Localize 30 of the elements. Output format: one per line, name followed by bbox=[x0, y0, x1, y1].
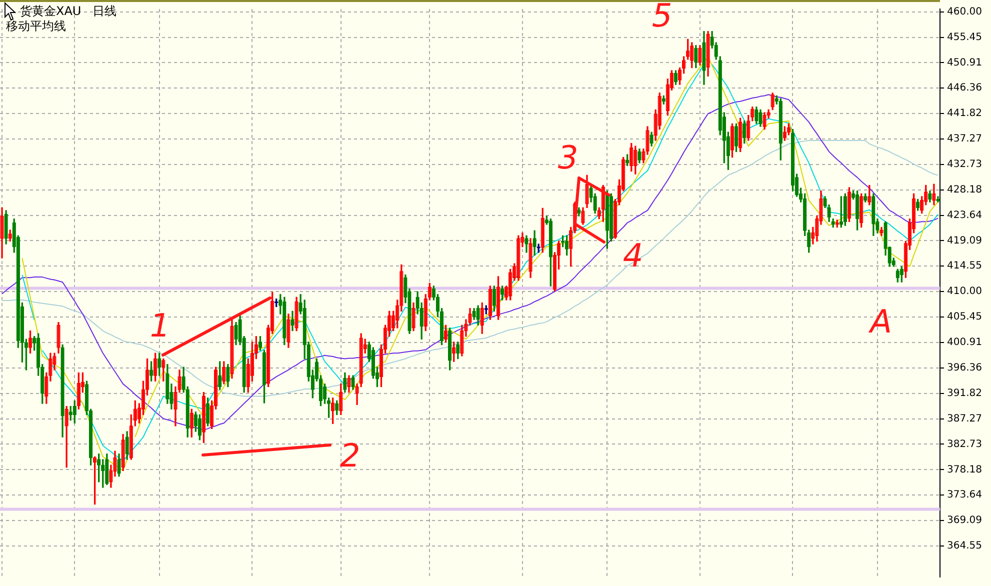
y-tick-label: 387.27 bbox=[947, 413, 982, 424]
y-tick-label: 450.91 bbox=[947, 57, 982, 68]
y-tick-label: 364.55 bbox=[947, 540, 982, 552]
y-tick-label: 419.09 bbox=[947, 235, 982, 246]
annotation: 4 bbox=[622, 236, 644, 274]
y-tick-label: 373.64 bbox=[947, 490, 982, 501]
y-tick-label: 378.18 bbox=[947, 464, 982, 476]
y-tick-label: 423.64 bbox=[947, 210, 982, 221]
annotation: 1 bbox=[150, 306, 170, 344]
y-tick-label: 391.82 bbox=[947, 388, 982, 399]
y-tick-label: 446.36 bbox=[947, 82, 982, 94]
y-tick-label: 432.73 bbox=[947, 158, 982, 170]
annotation: A bbox=[868, 302, 892, 340]
y-tick-label: 400.91 bbox=[947, 337, 982, 348]
chart-title: 货黄金XAU 日线 bbox=[20, 4, 117, 18]
y-tick-label: 460.00 bbox=[947, 6, 982, 18]
y-tick-label: 405.45 bbox=[947, 312, 982, 323]
annotation: 3 bbox=[558, 138, 578, 176]
y-tick-label: 414.55 bbox=[947, 260, 982, 272]
y-tick-label: 437.27 bbox=[947, 134, 982, 145]
y-tick-label: 369.09 bbox=[947, 515, 982, 526]
annotation: 5 bbox=[652, 0, 672, 34]
y-tick-label: 441.82 bbox=[947, 108, 982, 120]
y-tick-label: 428.18 bbox=[947, 184, 982, 196]
y-tick-label: 396.36 bbox=[947, 362, 982, 374]
text: 移动平均线 bbox=[6, 19, 66, 33]
y-tick-label: 382.73 bbox=[947, 438, 982, 450]
annotation: 2 bbox=[340, 436, 360, 474]
y-tick-label: 410.00 bbox=[947, 286, 982, 298]
y-tick-label: 455.45 bbox=[947, 32, 982, 43]
